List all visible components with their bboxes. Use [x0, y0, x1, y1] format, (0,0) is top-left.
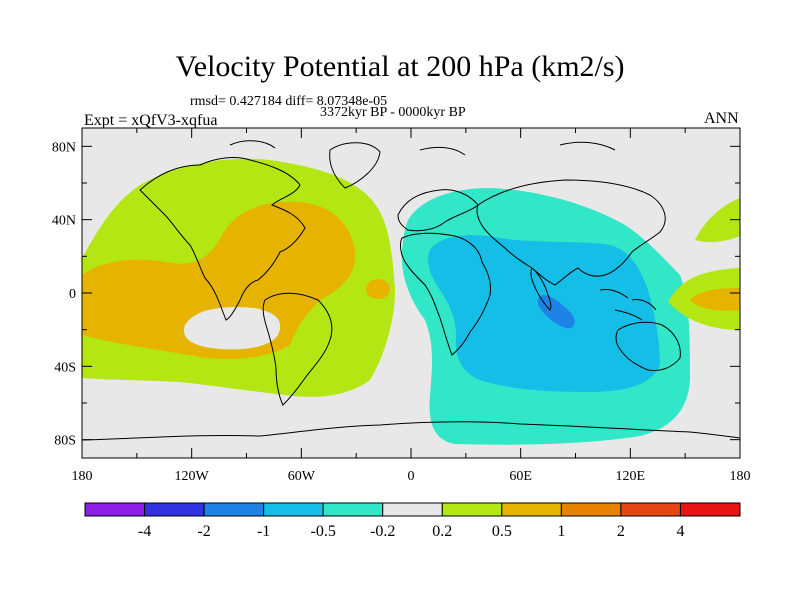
latitude-ticks: 80N 40N 0 40S 80S: [52, 140, 740, 449]
colorbar-label: 0.5: [492, 523, 512, 540]
colorbar-box: [382, 502, 443, 517]
colorbar-box: [501, 502, 562, 517]
region-eh-neg-1: [537, 295, 575, 329]
lon-tick-label: 0: [408, 469, 415, 484]
colorbar-box: [203, 502, 265, 517]
season-label: ANN: [704, 110, 739, 127]
colorbar-label: 2: [617, 523, 625, 540]
colorbar-box: [441, 502, 503, 517]
region-wh-neutral-patch: [183, 306, 281, 350]
region-wh-0.5-blob: [366, 279, 390, 299]
colorbar-label: 4: [676, 523, 684, 540]
colorbar-label: 1: [557, 523, 565, 540]
colorbar-box: [263, 502, 324, 517]
colorbar-box: [84, 502, 146, 517]
colorbar-box: [322, 502, 384, 517]
lon-tick-label: 180: [730, 469, 751, 484]
region-eh-neg-0.5: [428, 235, 660, 392]
region-east-pacific-0.2-north: [695, 198, 740, 243]
stats-line: rmsd= 0.427184 diff= 8.07348e-05: [190, 94, 388, 109]
region-wh-0.5: [82, 201, 356, 360]
lat-tick-label: 40N: [52, 214, 76, 229]
colorbar-label: 0.2: [432, 523, 452, 540]
lon-tick-label: 60E: [509, 469, 532, 484]
colorbar-label: -0.2: [370, 523, 395, 540]
region-east-pacific-0.5: [690, 288, 740, 311]
colorbar-label: -1: [257, 523, 270, 540]
colorbar-box: [620, 502, 681, 517]
experiment-label: Expt = xQfV3-xqfua: [84, 112, 218, 129]
period-line: 3372kyr BP - 0000kyr BP: [320, 105, 466, 120]
contour-fills: [82, 158, 740, 445]
plot-title: Velocity Potential at 200 hPa (km2/s): [175, 50, 625, 83]
lat-tick-label: 0: [69, 287, 76, 302]
colorbar-boxes: [84, 502, 741, 517]
lat-tick-label: 80S: [54, 434, 76, 449]
longitude-ticks: 180 120W 60W 0 60E 120E 180: [72, 128, 751, 484]
lon-tick-label: 120E: [616, 469, 646, 484]
lon-tick-label: 60W: [288, 469, 316, 484]
colorbar-labels: -4 -2 -1 -0.5 -0.2 0.2 0.5 1 2 4: [138, 523, 685, 540]
coastlines: [81, 140, 741, 441]
colorbar-box: [144, 502, 205, 517]
lat-tick-label: 80N: [52, 140, 76, 155]
lon-tick-label: 120W: [175, 469, 210, 484]
colorbar-label: -0.5: [311, 523, 336, 540]
colorbar-box: [679, 502, 741, 517]
colorbar-label: -2: [197, 523, 210, 540]
colorbar-label: -4: [138, 523, 151, 540]
lat-tick-label: 40S: [54, 360, 76, 375]
lon-tick-label: 180: [72, 469, 93, 484]
colorbar-box: [560, 502, 622, 517]
